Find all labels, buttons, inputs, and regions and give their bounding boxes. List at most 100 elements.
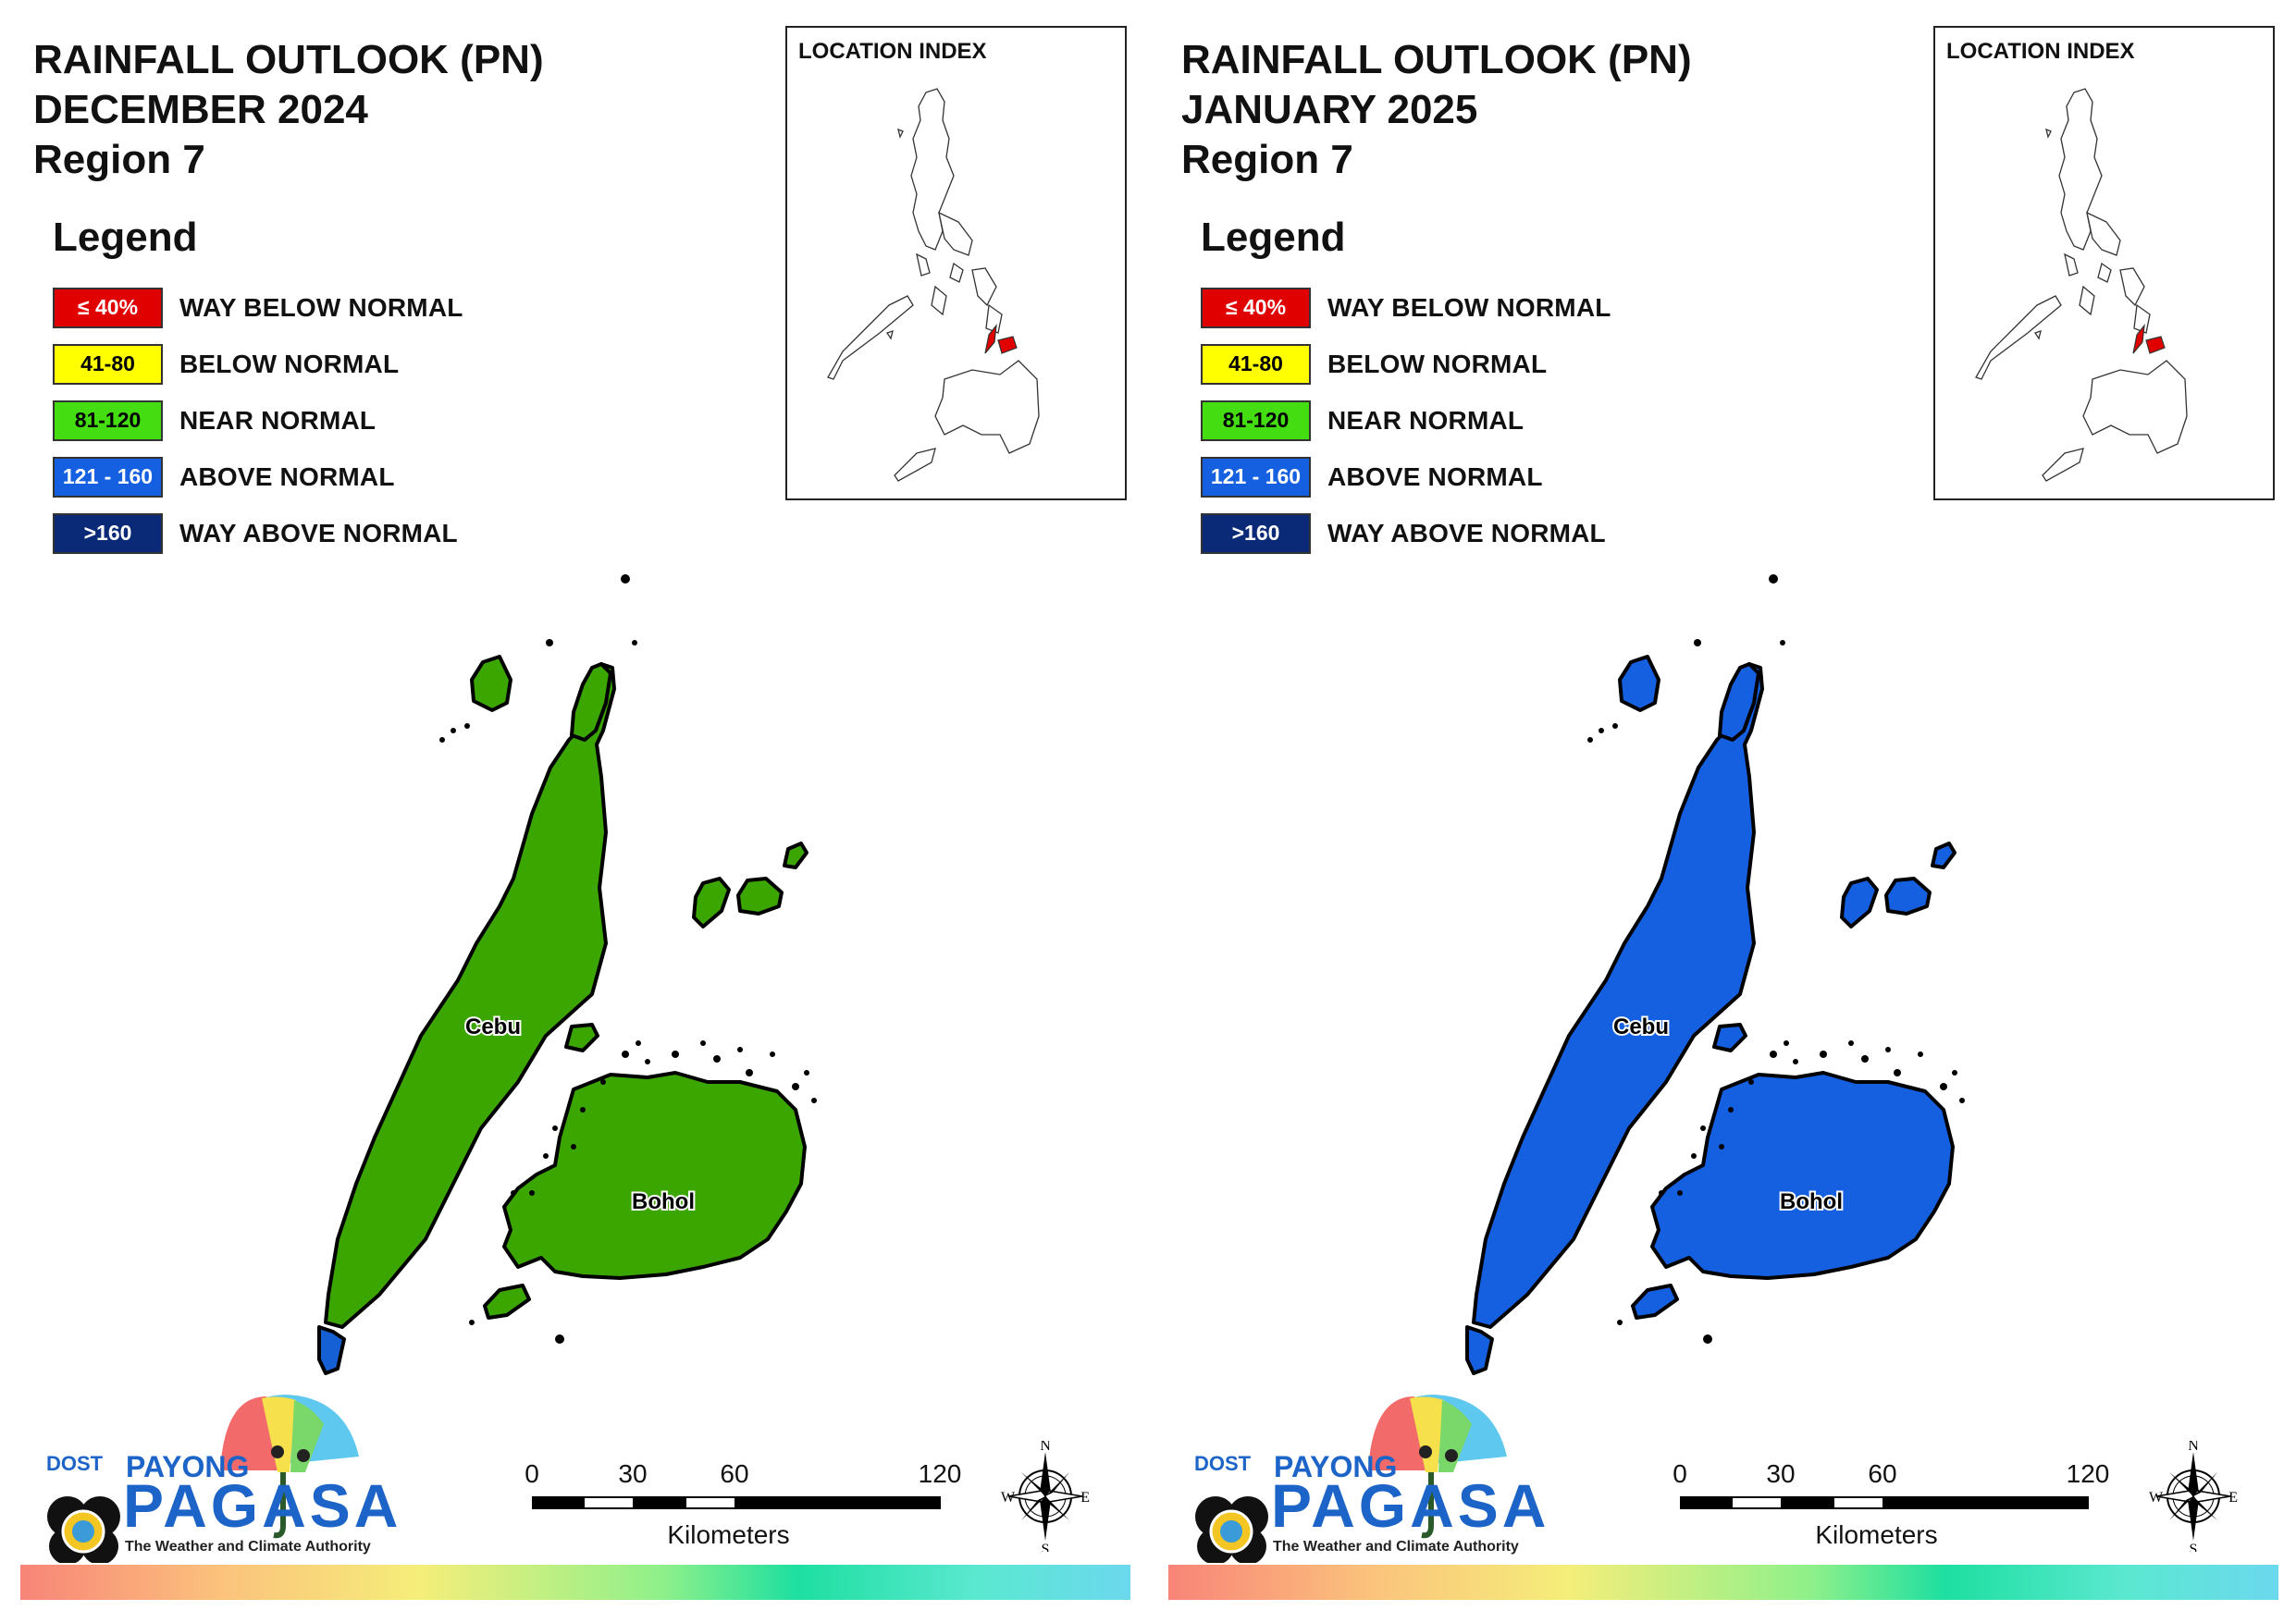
- compass-n: N: [2188, 1441, 2199, 1454]
- mactan-island: [1712, 1023, 1747, 1052]
- philippines-index-map: [1975, 88, 2188, 482]
- bohol-west-islet: [1631, 1284, 1679, 1320]
- title-line-2: DECEMBER 2024: [33, 87, 368, 132]
- bantayan-island: [1618, 655, 1660, 712]
- umbrella-icon: [1195, 1395, 1507, 1563]
- legend-item-way-above: >160 WAY ABOVE NORMAL: [53, 505, 463, 561]
- scale-tick: 0: [1673, 1459, 1687, 1488]
- legend-label: WAY ABOVE NORMAL: [1327, 518, 1606, 547]
- tagline-text: The Weather and Climate Authority: [125, 1539, 371, 1555]
- camotes-island-2: [736, 877, 784, 916]
- legend-title: Legend: [1201, 215, 1346, 260]
- scale-segment: [634, 1496, 685, 1509]
- cebu-north-tip: [1718, 662, 1760, 742]
- camotes-island-3: [1931, 842, 1957, 869]
- scale-tick: 120: [2066, 1459, 2110, 1488]
- tagline-text: The Weather and Climate Authority: [1273, 1539, 1519, 1555]
- location-index: LOCATION INDEX: [785, 26, 1127, 500]
- cebu-label: Cebu: [1613, 1014, 1669, 1039]
- legend-item-below: 41-80 BELOW NORMAL: [1201, 336, 1611, 392]
- cebu-south-tip: [317, 1325, 346, 1375]
- legend-label: WAY BELOW NORMAL: [179, 292, 463, 322]
- legend-label: NEAR NORMAL: [1327, 405, 1524, 435]
- legend: Legend ≤ 40% WAY BELOW NORMAL 41-80 BELO…: [1201, 215, 1611, 561]
- scale-segment: [1680, 1496, 1732, 1509]
- payong-text: PAYONG: [1274, 1450, 1398, 1483]
- scale-unit: Kilometers: [1815, 1520, 1938, 1549]
- legend-swatch: 41-80: [1201, 343, 1311, 385]
- compass-s: S: [1042, 1542, 1050, 1552]
- camotes-island-2: [1884, 877, 1932, 916]
- dost-text: DOST: [46, 1452, 104, 1475]
- map-title: RAINFALL OUTLOOK (PN) DECEMBER 2024 Regi…: [33, 35, 544, 185]
- camotes-island-1: [692, 877, 731, 928]
- scale-tick: 120: [918, 1459, 962, 1488]
- legend-item-way-below: ≤ 40% WAY BELOW NORMAL: [1201, 279, 1611, 336]
- north-arrow: N S W E: [2147, 1438, 2240, 1557]
- legend-item-above: 121 - 160 ABOVE NORMAL: [53, 449, 463, 505]
- compass-w: W: [1001, 1490, 1016, 1506]
- scale-tick: 0: [525, 1459, 539, 1488]
- scale-tick: 30: [618, 1459, 648, 1488]
- bohol-label: Bohol: [632, 1189, 695, 1214]
- map-title: RAINFALL OUTLOOK (PN) JANUARY 2025 Regio…: [1181, 35, 1692, 185]
- legend-swatch: 81-120: [1201, 400, 1311, 441]
- bohol-island: [1650, 1071, 1955, 1280]
- legend-item-way-below: ≤ 40% WAY BELOW NORMAL: [53, 279, 463, 336]
- dost-text: DOST: [1194, 1452, 1252, 1475]
- legend-title: Legend: [53, 215, 198, 260]
- pagasa-text: PAGASA: [123, 1471, 402, 1540]
- cebu-label: Cebu: [465, 1014, 521, 1039]
- scale-segment: [1731, 1496, 1783, 1509]
- scale-segment: [532, 1496, 584, 1509]
- legend-item-near: 81-120 NEAR NORMAL: [53, 392, 463, 449]
- camotes-island-3: [783, 842, 809, 869]
- bohol-west-islet: [483, 1284, 531, 1320]
- legend-swatch: ≤ 40%: [1201, 287, 1311, 328]
- bohol-label: Bohol: [1780, 1189, 1843, 1214]
- philippines-index-map: [827, 88, 1040, 482]
- legend-swatch: 121 - 160: [1201, 456, 1311, 498]
- compass-e: E: [2228, 1490, 2238, 1506]
- cebu-island: [1472, 662, 1764, 1329]
- title-line-1: RAINFALL OUTLOOK (PN): [1181, 37, 1692, 82]
- title-line-1: RAINFALL OUTLOOK (PN): [33, 37, 544, 82]
- compass-n: N: [1040, 1441, 1051, 1454]
- scale-bar: 0 30 60 120 Kilometers: [518, 1459, 961, 1561]
- title-line-2: JANUARY 2025: [1181, 87, 1478, 132]
- cebu-island: [324, 662, 616, 1329]
- compass-rose-icon: N S W E: [1001, 1438, 1090, 1557]
- legend: Legend ≤ 40% WAY BELOW NORMAL 41-80 BELO…: [53, 215, 463, 561]
- legend-swatch: 121 - 160: [53, 456, 163, 498]
- legend-item-near: 81-120 NEAR NORMAL: [1201, 392, 1611, 449]
- scale-tick: 60: [1868, 1459, 1897, 1488]
- pagasa-logo: DOST PAYONG PAGASA The Weather and Clima…: [1183, 1387, 1546, 1563]
- camotes-island-1: [1840, 877, 1879, 928]
- scale-unit: Kilometers: [667, 1520, 790, 1549]
- legend-item-way-above: >160 WAY ABOVE NORMAL: [1201, 505, 1611, 561]
- scale-segment: [735, 1496, 941, 1509]
- legend-label: ABOVE NORMAL: [1327, 461, 1543, 491]
- footer-gradient-bar: [20, 1565, 1130, 1600]
- cebu-south-tip: [1465, 1325, 1494, 1375]
- legend-label: ABOVE NORMAL: [179, 461, 395, 491]
- compass-e: E: [1080, 1490, 1090, 1506]
- legend-label: BELOW NORMAL: [179, 349, 400, 378]
- pagasa-logo: DOST PAYONG PAGASA The Weather and Clima…: [35, 1387, 398, 1563]
- panel-january-2025: RAINFALL OUTLOOK (PN) JANUARY 2025 Regio…: [1148, 0, 2296, 1623]
- legend-swatch: ≤ 40%: [53, 287, 163, 328]
- umbrella-icon: [47, 1395, 359, 1563]
- footer-gradient-bar: [1168, 1565, 2278, 1600]
- legend-swatch: >160: [1201, 512, 1311, 554]
- location-index: LOCATION INDEX: [1933, 26, 2275, 500]
- compass-w: W: [2149, 1490, 2164, 1506]
- pagasa-text: PAGASA: [1271, 1471, 1550, 1540]
- region-7-map: Cebu Bohol: [317, 574, 817, 1375]
- legend-swatch: 81-120: [53, 400, 163, 441]
- legend-label: WAY ABOVE NORMAL: [179, 518, 458, 547]
- scale-tick: 60: [720, 1459, 749, 1488]
- region-7-map: Cebu Bohol: [1465, 574, 1965, 1375]
- compass-rose-icon: N S W E: [2149, 1438, 2238, 1557]
- scale-segment: [583, 1496, 635, 1509]
- scale-segment: [1782, 1496, 1833, 1509]
